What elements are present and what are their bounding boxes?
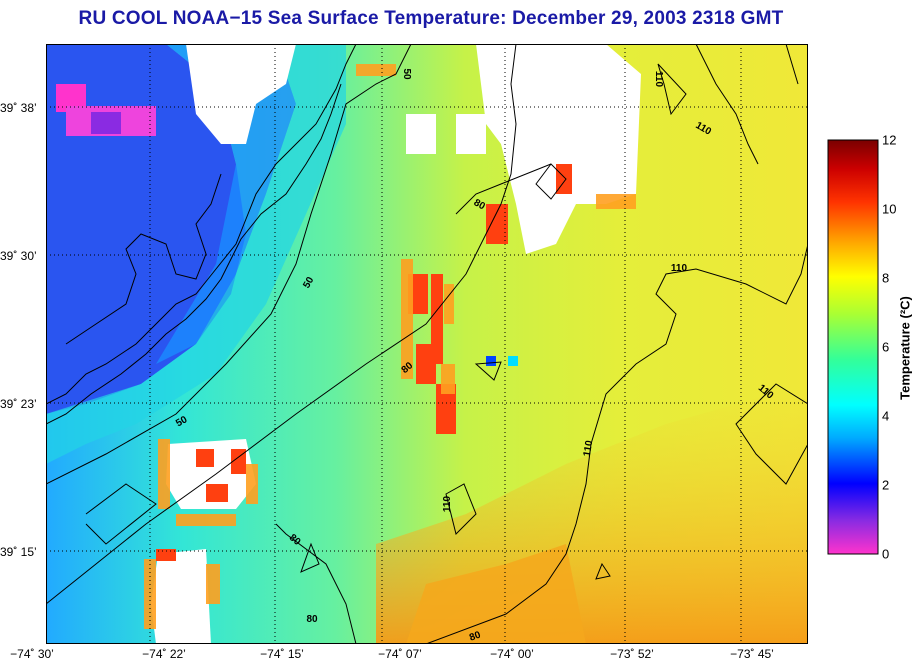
lon-tick-label: −74˚ 15’ — [260, 647, 304, 661]
bay-outline — [65, 173, 222, 345]
lon-tick-label: −74˚ 30’ — [10, 647, 54, 661]
cloud-mask — [406, 114, 436, 154]
contour-label: 110 — [442, 495, 453, 512]
lat-tick-label: 39˚ 23’ — [0, 397, 37, 411]
map-frame — [46, 44, 808, 644]
chart-title: RU COOL NOAA−15 Sea Surface Temperature:… — [78, 8, 784, 29]
colorbar-gradient — [827, 139, 879, 555]
lon-tick-label: −73˚ 52’ — [610, 647, 654, 661]
contour-label: 80 — [468, 629, 483, 643]
graticule — [46, 44, 808, 644]
colorbar-tick-label: 0 — [882, 546, 890, 562]
coastline — [46, 44, 357, 405]
contour-label: 50 — [401, 68, 412, 80]
colorbar-tick-label: 10 — [882, 201, 897, 217]
cloud-mask — [186, 44, 296, 144]
cloud-mask — [456, 114, 486, 154]
contour-label: 50 — [301, 275, 316, 291]
colorbar-tick-label: 4 — [882, 408, 890, 424]
lat-tick-label: 39˚ 15’ — [0, 545, 37, 559]
contour-label: 80 — [472, 197, 488, 212]
lon-tick-label: −73˚ 45’ — [730, 647, 774, 661]
orange-rim — [144, 64, 636, 629]
contour-label: 80 — [306, 614, 318, 625]
sst-map: 50 50 50 80 80 80 80 80 110 110 110 110 110 110 — [46, 44, 808, 644]
colorbar-title: Temperature (²C) — [897, 296, 913, 400]
cool-band — [46, 44, 346, 464]
warm-core — [406, 544, 586, 644]
contour-label: 110 — [671, 263, 688, 274]
cold-band — [156, 44, 296, 364]
contour-label: 110 — [582, 439, 596, 457]
colorbar-tick-label: 8 — [882, 270, 890, 286]
very-cold-patch — [91, 112, 121, 134]
coastline — [46, 83, 342, 425]
cloud-mask — [151, 549, 211, 644]
lon-tick-label: −74˚ 00’ — [490, 647, 534, 661]
lon-tick-label: −74˚ 07’ — [378, 647, 422, 661]
colorbar: 12 10 8 6 4 2 0 — [826, 133, 920, 562]
contour-label: 110 — [653, 71, 664, 88]
lon-tick-label: −74˚ 22’ — [142, 647, 186, 661]
contour-label: 50 — [174, 414, 190, 429]
cold-pixel — [486, 356, 496, 366]
isobaths — [46, 44, 808, 644]
colorbar-tick-label: 2 — [882, 477, 890, 493]
lat-tick-label: 39˚ 38’ — [0, 101, 37, 115]
colorbar-tick-label: 6 — [882, 339, 890, 355]
lat-tick-label: 39˚ 30’ — [0, 249, 37, 263]
colorbar-tick-label: 12 — [882, 132, 897, 148]
cool-pixel — [508, 356, 518, 366]
